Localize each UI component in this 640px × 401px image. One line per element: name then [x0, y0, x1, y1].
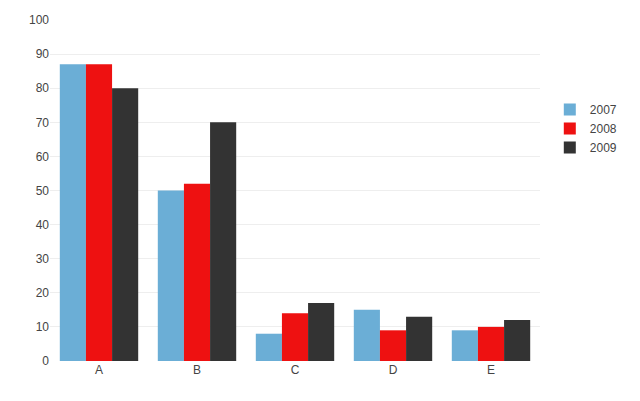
- svg-text:D: D: [389, 363, 398, 377]
- svg-text:10: 10: [36, 320, 50, 334]
- svg-text:90: 90: [36, 47, 50, 61]
- svg-text:2008: 2008: [590, 122, 617, 136]
- svg-text:60: 60: [36, 150, 50, 164]
- svg-text:40: 40: [36, 218, 50, 232]
- svg-text:20: 20: [36, 286, 50, 300]
- svg-text:80: 80: [36, 81, 50, 95]
- svg-text:E: E: [487, 363, 495, 377]
- svg-text:2007: 2007: [590, 103, 617, 117]
- svg-text:30: 30: [36, 252, 50, 266]
- svg-text:100: 100: [29, 13, 49, 27]
- svg-text:70: 70: [36, 116, 50, 130]
- svg-text:C: C: [291, 363, 300, 377]
- svg-text:50: 50: [36, 184, 50, 198]
- svg-text:0: 0: [42, 354, 49, 368]
- svg-text:B: B: [193, 363, 201, 377]
- svg-text:A: A: [95, 363, 103, 377]
- svg-text:2009: 2009: [590, 141, 617, 155]
